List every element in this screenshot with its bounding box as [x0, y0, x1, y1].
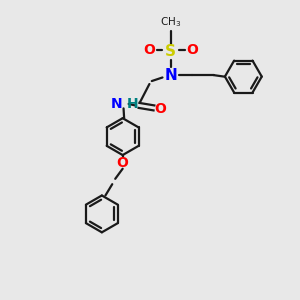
- Text: N: N: [110, 97, 122, 111]
- Text: O: O: [186, 44, 198, 57]
- Text: O: O: [143, 44, 155, 57]
- Text: O: O: [154, 102, 166, 116]
- Text: N: N: [164, 68, 177, 82]
- Text: O: O: [117, 156, 129, 170]
- Text: H: H: [127, 97, 138, 111]
- Text: CH$_3$: CH$_3$: [160, 15, 182, 29]
- Text: S: S: [165, 44, 176, 59]
